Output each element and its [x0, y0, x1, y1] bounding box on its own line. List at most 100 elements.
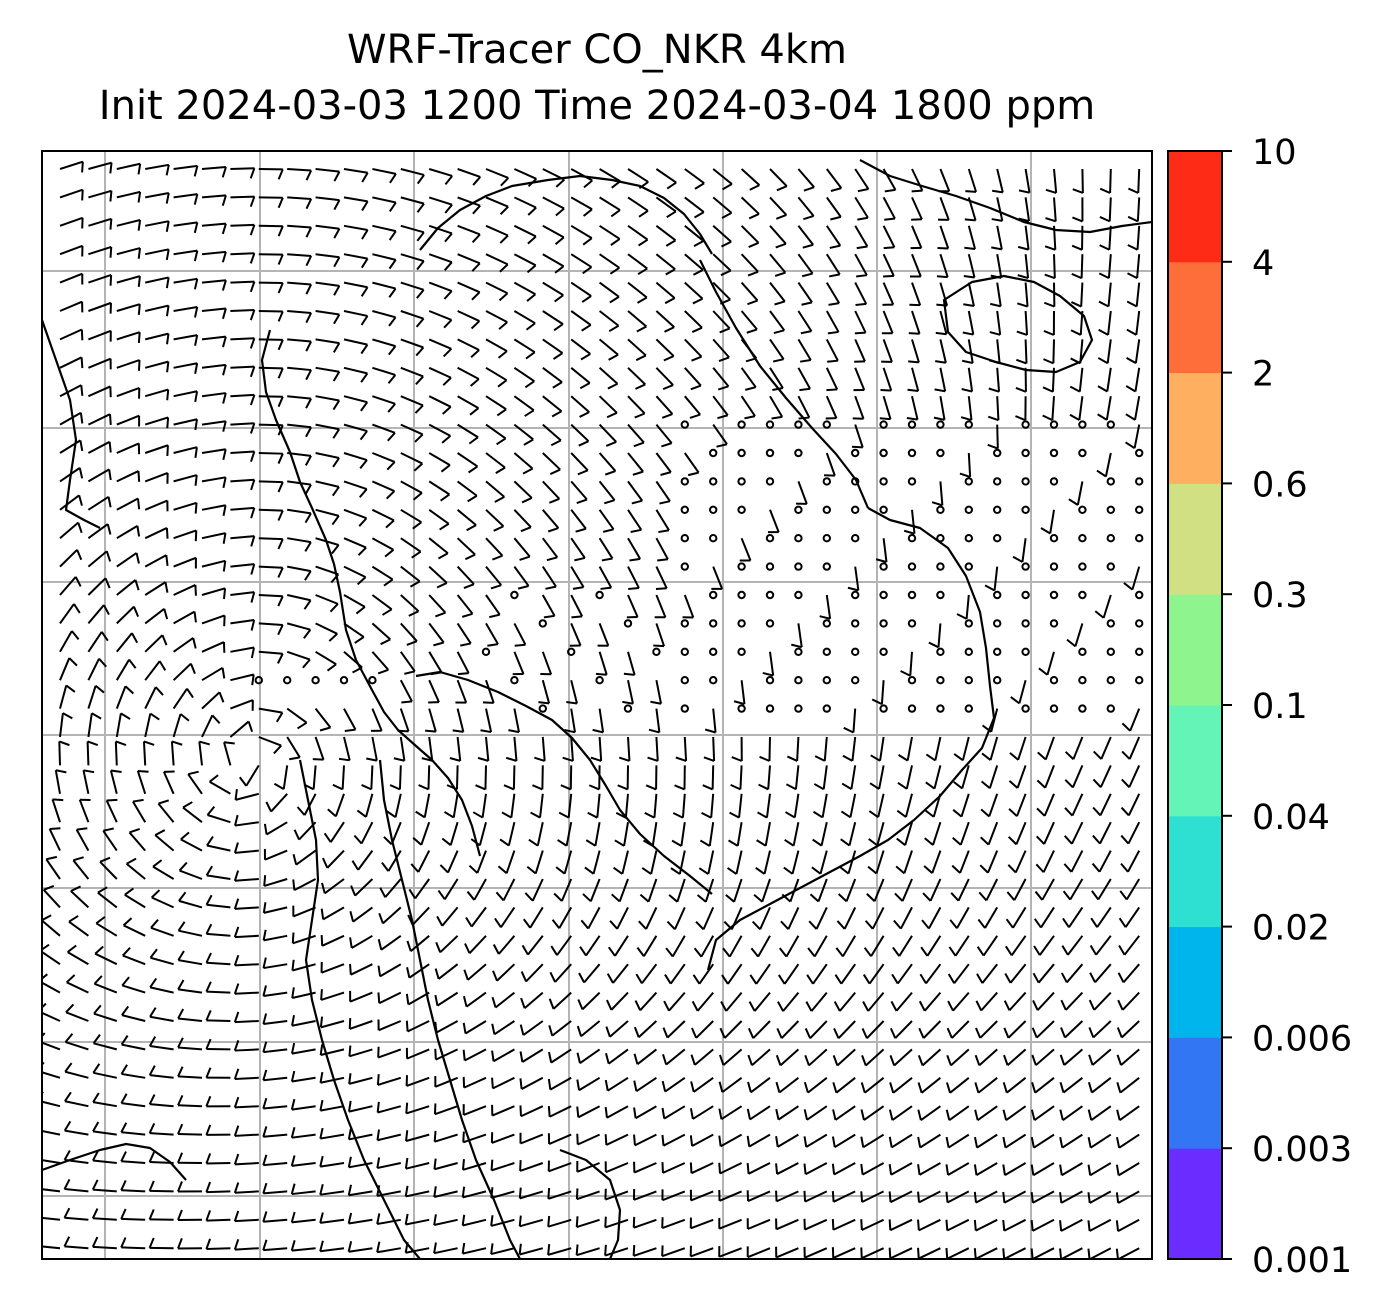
- wind-barb-feather: [359, 430, 368, 441]
- wind-barb: [263, 1218, 288, 1223]
- wind-barb: [552, 991, 572, 1010]
- wind-barb-feather: [803, 1109, 808, 1121]
- wind-barb: [1095, 935, 1112, 956]
- wind-barb: [178, 959, 203, 966]
- wind-barb: [527, 935, 544, 956]
- wind-barb-feather: [580, 919, 590, 930]
- wind-barb-feather: [475, 784, 486, 791]
- wind-barb-feather: [827, 330, 839, 335]
- wind-barb: [144, 527, 168, 540]
- wind-barb-feather: [945, 1136, 950, 1148]
- calm-marker: [709, 448, 718, 458]
- wind-barb-feather: [884, 217, 896, 221]
- wind-barb-feather: [592, 728, 604, 734]
- wind-barb: [88, 357, 111, 369]
- wind-barb: [173, 362, 198, 369]
- wind-barb: [1009, 963, 1027, 984]
- wind-barb: [598, 480, 616, 501]
- wind-barb-feather: [538, 701, 550, 705]
- wind-barb-feather: [664, 326, 675, 333]
- wind-barb: [911, 339, 920, 363]
- calm-marker: [879, 448, 888, 458]
- wind-barb: [861, 1218, 885, 1231]
- wind-barb-feather: [466, 890, 476, 901]
- wind-barb: [1033, 1133, 1055, 1149]
- wind-barb: [314, 707, 332, 729]
- wind-barb-feather: [222, 420, 227, 432]
- wind-barb-feather: [430, 671, 442, 676]
- wind-barb-feather: [603, 499, 615, 505]
- wind-barb-feather: [122, 947, 131, 957]
- wind-barb-feather: [149, 712, 160, 721]
- wind-barb: [1099, 793, 1112, 816]
- wind-barb-feather: [99, 856, 111, 863]
- calm-marker: [936, 704, 945, 713]
- wind-barb-feather: [1126, 356, 1137, 365]
- wind-barb: [854, 310, 867, 334]
- wind-barb: [287, 224, 312, 229]
- calm-marker: [1049, 590, 1059, 600]
- wind-barb: [627, 168, 649, 183]
- wind-barb-feather: [528, 838, 539, 847]
- wind-barb: [807, 1077, 828, 1094]
- wind-barb-feather: [277, 653, 284, 664]
- wind-barb-feather: [467, 494, 478, 503]
- wind-barb: [655, 566, 668, 589]
- wind-barb-feather: [860, 1191, 864, 1203]
- wind-barb: [576, 1190, 600, 1201]
- wind-barb-feather: [1098, 272, 1110, 280]
- wind-barb-feather: [440, 493, 450, 502]
- wind-barb: [513, 480, 533, 499]
- wind-barb: [447, 850, 459, 873]
- wind-barb-feather: [434, 968, 440, 980]
- wind-barb: [563, 850, 573, 874]
- wind-barb-feather: [290, 1042, 296, 1054]
- wind-barb-feather: [812, 838, 823, 847]
- wind-barb-feather: [551, 919, 561, 929]
- wind-barb: [849, 793, 857, 818]
- wind-barb-feather: [644, 812, 655, 819]
- wind-barb-feather: [953, 753, 964, 762]
- wind-barb: [735, 850, 743, 875]
- wind-barb: [920, 1105, 941, 1121]
- wind-barb-feather: [920, 946, 929, 957]
- wind-barb: [382, 906, 402, 925]
- wind-barb: [750, 1077, 771, 1094]
- wind-barb-feather: [491, 1077, 494, 1089]
- wind-barb-feather: [1089, 972, 1096, 983]
- calm-marker: [765, 477, 775, 486]
- wind-barb-feather: [66, 974, 76, 984]
- wind-barb-feather: [440, 464, 451, 473]
- wind-barb-feather: [165, 527, 169, 539]
- wind-barb: [258, 622, 283, 626]
- wind-barb: [911, 282, 922, 306]
- wind-barb-feather: [632, 470, 644, 476]
- wind-barb-feather: [165, 277, 170, 289]
- wind-barb: [939, 396, 946, 421]
- wind-barb-feather: [634, 1000, 642, 1011]
- wind-barb: [894, 1020, 913, 1039]
- wind-barb-feather: [277, 424, 284, 436]
- wind-barb-feather: [750, 947, 759, 958]
- wind-barb-feather: [879, 417, 891, 421]
- wind-barb: [428, 224, 453, 235]
- wind-barb-feather: [606, 411, 618, 419]
- wind-barb-feather: [566, 701, 578, 705]
- wind-barb-feather: [80, 384, 84, 396]
- wind-barb: [371, 480, 395, 492]
- wind-barb-feather: [888, 1219, 892, 1231]
- wind-barb: [298, 821, 317, 841]
- wind-barb-feather: [746, 328, 758, 334]
- wind-barb: [67, 951, 89, 966]
- calm-marker: [851, 590, 860, 600]
- wind-barb-feather: [49, 827, 61, 830]
- wind-barb-feather: [1059, 1220, 1063, 1232]
- wind-barb: [911, 395, 919, 420]
- wind-barb-feather: [333, 313, 341, 325]
- wind-barb-feather: [1069, 385, 1081, 393]
- wind-barb: [1071, 765, 1084, 788]
- wind-barb: [173, 164, 198, 170]
- wind-barb: [570, 480, 588, 501]
- wind-barb-feather: [1120, 834, 1130, 845]
- wind-barb-feather: [1016, 358, 1027, 365]
